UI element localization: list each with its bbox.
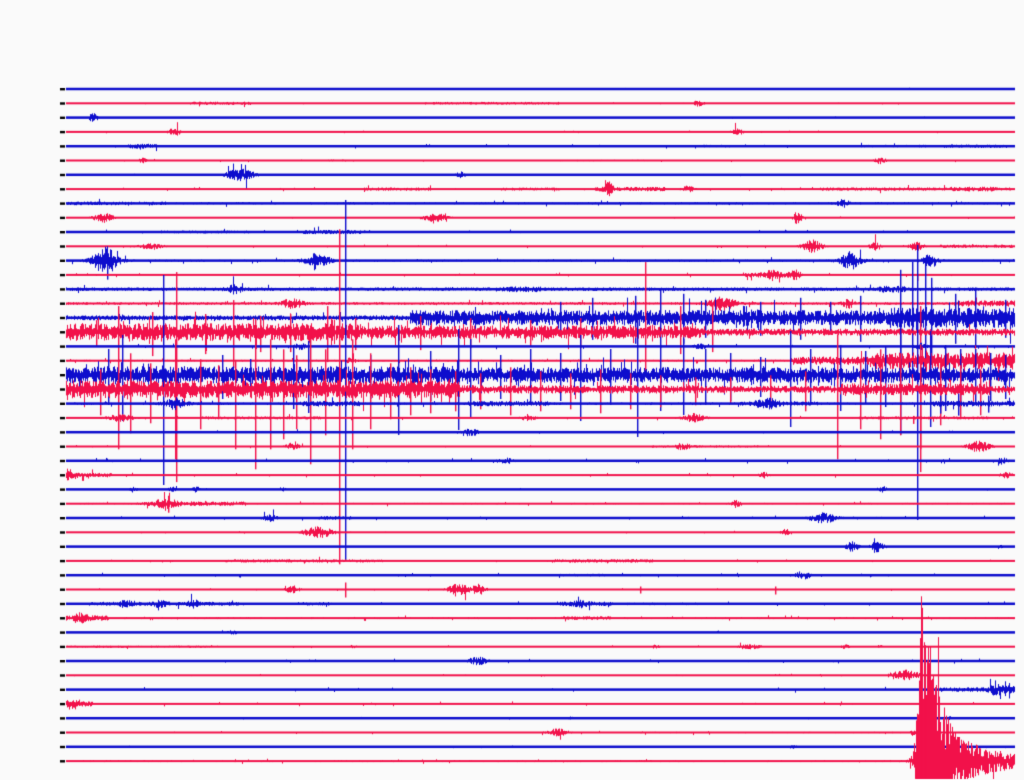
helicorder-screen: HA Domvrena, Viotia 2025-11-28 Applied f… xyxy=(0,0,1024,780)
helicorder-traces-canvas xyxy=(0,0,1024,780)
